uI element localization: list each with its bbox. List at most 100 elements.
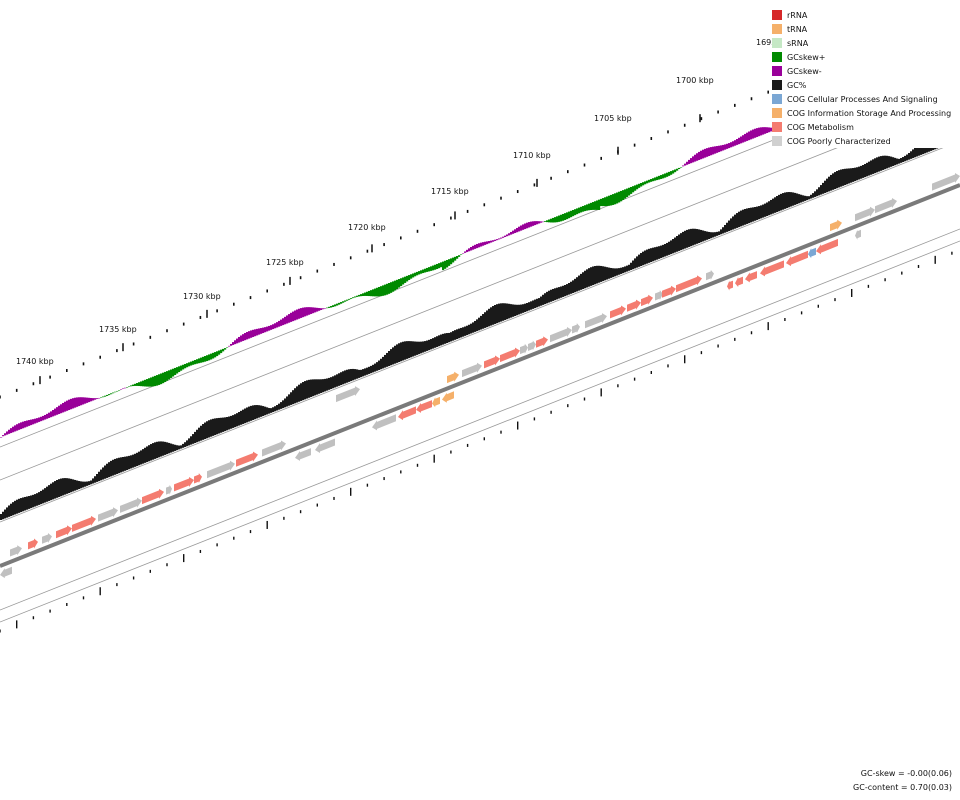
gc-skew-bar	[398, 279, 401, 288]
gc-skew-bar	[686, 161, 689, 165]
gc-skew-bar	[50, 411, 53, 418]
gc-content-bar	[562, 285, 565, 297]
gc-content-bar	[362, 369, 365, 377]
gc-content-bar	[510, 304, 513, 318]
gc-skew-bar	[346, 299, 349, 301]
gc-content-bar	[290, 392, 293, 405]
gc-content-bar	[124, 456, 127, 471]
gc-content-bar	[402, 341, 405, 361]
scale-label: 1730 kbp	[183, 292, 221, 301]
gc-content-bar	[152, 443, 155, 460]
gc-content-bar	[64, 478, 67, 495]
gc-skew-bar	[452, 257, 455, 263]
gc-skew-bar	[646, 180, 649, 184]
gc-skew-stat: GC-skew = -0.00(0.06)	[861, 769, 952, 778]
gc-content-stat: GC-content = 0.70(0.03)	[853, 783, 952, 792]
gc-skew-bar	[660, 175, 663, 179]
gc-skew-bar	[512, 230, 515, 234]
gc-skew-bar	[496, 239, 499, 241]
gc-skew-bar	[294, 310, 297, 321]
gc-skew-bar	[680, 167, 683, 168]
gc-content-bar	[108, 462, 111, 478]
gc-content-bar	[868, 161, 871, 176]
gc-content-bar	[430, 339, 433, 350]
gc-content-bar	[580, 273, 583, 290]
gc-skew-bar	[598, 199, 601, 210]
gc-skew-bar	[744, 133, 747, 142]
gc-content-bar	[334, 375, 337, 388]
legend-item: COG Cellular Processes And Signaling	[772, 92, 960, 106]
gc-skew-bar	[430, 266, 433, 271]
gc-skew-bar	[656, 176, 659, 181]
gc-content-bar	[394, 345, 397, 364]
gc-content-bar	[342, 371, 345, 385]
gc-content-bar	[708, 231, 711, 240]
gene-feature	[315, 438, 335, 453]
scale-label: 1735 kbp	[99, 325, 137, 334]
gc-skew-bar	[552, 217, 555, 223]
gc-content-bar	[6, 507, 9, 518]
gc-skew-bar	[710, 147, 713, 156]
gc-skew-bar	[410, 274, 413, 279]
gc-content-bar	[724, 224, 727, 233]
gc-skew-bar	[474, 244, 477, 249]
gene-feature	[142, 488, 164, 505]
gc-skew-bar	[446, 259, 449, 268]
gc-skew-bar	[580, 206, 583, 213]
gc-skew-bar	[456, 256, 459, 259]
gc-content-bar	[558, 287, 561, 299]
gc-content-bar	[516, 304, 519, 316]
gc-skew-bar	[320, 308, 323, 310]
gc-content-bar	[576, 277, 579, 292]
gc-content-bar	[188, 438, 191, 446]
gc-content-bar	[758, 206, 761, 220]
gc-content-bar	[714, 232, 717, 237]
gc-skew-bar	[454, 256, 457, 261]
gc-content-bar	[42, 489, 45, 504]
gc-skew-bar	[148, 378, 151, 387]
gc-content-bar	[0, 514, 3, 520]
gc-content-bar	[422, 341, 425, 353]
gc-content-bar	[208, 420, 211, 438]
gc-skew-bar	[604, 197, 607, 207]
gc-content-bar	[840, 169, 843, 187]
gc-content-bar	[454, 330, 457, 340]
gc-skew-bar	[168, 370, 171, 380]
gc-skew-bar	[752, 129, 755, 139]
gc-skew-bar	[524, 223, 527, 230]
gc-skew-bar	[38, 417, 41, 422]
gc-content-bar	[578, 275, 581, 291]
gc-content-bar	[736, 213, 739, 228]
gc-content-bar	[382, 356, 385, 369]
gc-content-bar	[416, 341, 419, 355]
gc-content-bar	[260, 405, 263, 417]
gc-skew-bar	[468, 248, 471, 252]
gc-skew-bar	[350, 298, 353, 299]
gc-content-bar	[570, 281, 573, 294]
gc-content-bar	[536, 298, 539, 308]
gc-skew-bar	[30, 419, 33, 426]
gc-skew-bar	[10, 428, 13, 434]
gc-content-bar	[828, 176, 831, 192]
gc-skew-bar	[86, 397, 89, 403]
gc-content-bar	[902, 157, 905, 163]
gc-skew-bar	[52, 410, 55, 417]
gc-skew-bar	[436, 263, 439, 269]
gc-content-bar	[266, 407, 269, 415]
gc-skew-bar	[526, 222, 529, 229]
gc-skew-bar	[460, 254, 463, 255]
gc-content-bar	[34, 494, 37, 507]
gc-content-bar	[744, 208, 747, 225]
gc-skew-bar	[756, 128, 759, 137]
gc-skew-bar	[150, 377, 153, 387]
gc-skew-bar	[236, 338, 239, 344]
gc-content-bar	[210, 419, 213, 437]
gc-content-bar	[54, 481, 57, 499]
gc-skew-bar	[488, 241, 491, 244]
legend-swatch	[772, 66, 782, 76]
gene-feature	[500, 347, 520, 363]
gc-skew-bar	[268, 325, 271, 331]
gc-content-bar	[526, 303, 529, 312]
gc-content-bar	[618, 268, 621, 275]
gc-skew-bar	[520, 225, 523, 231]
